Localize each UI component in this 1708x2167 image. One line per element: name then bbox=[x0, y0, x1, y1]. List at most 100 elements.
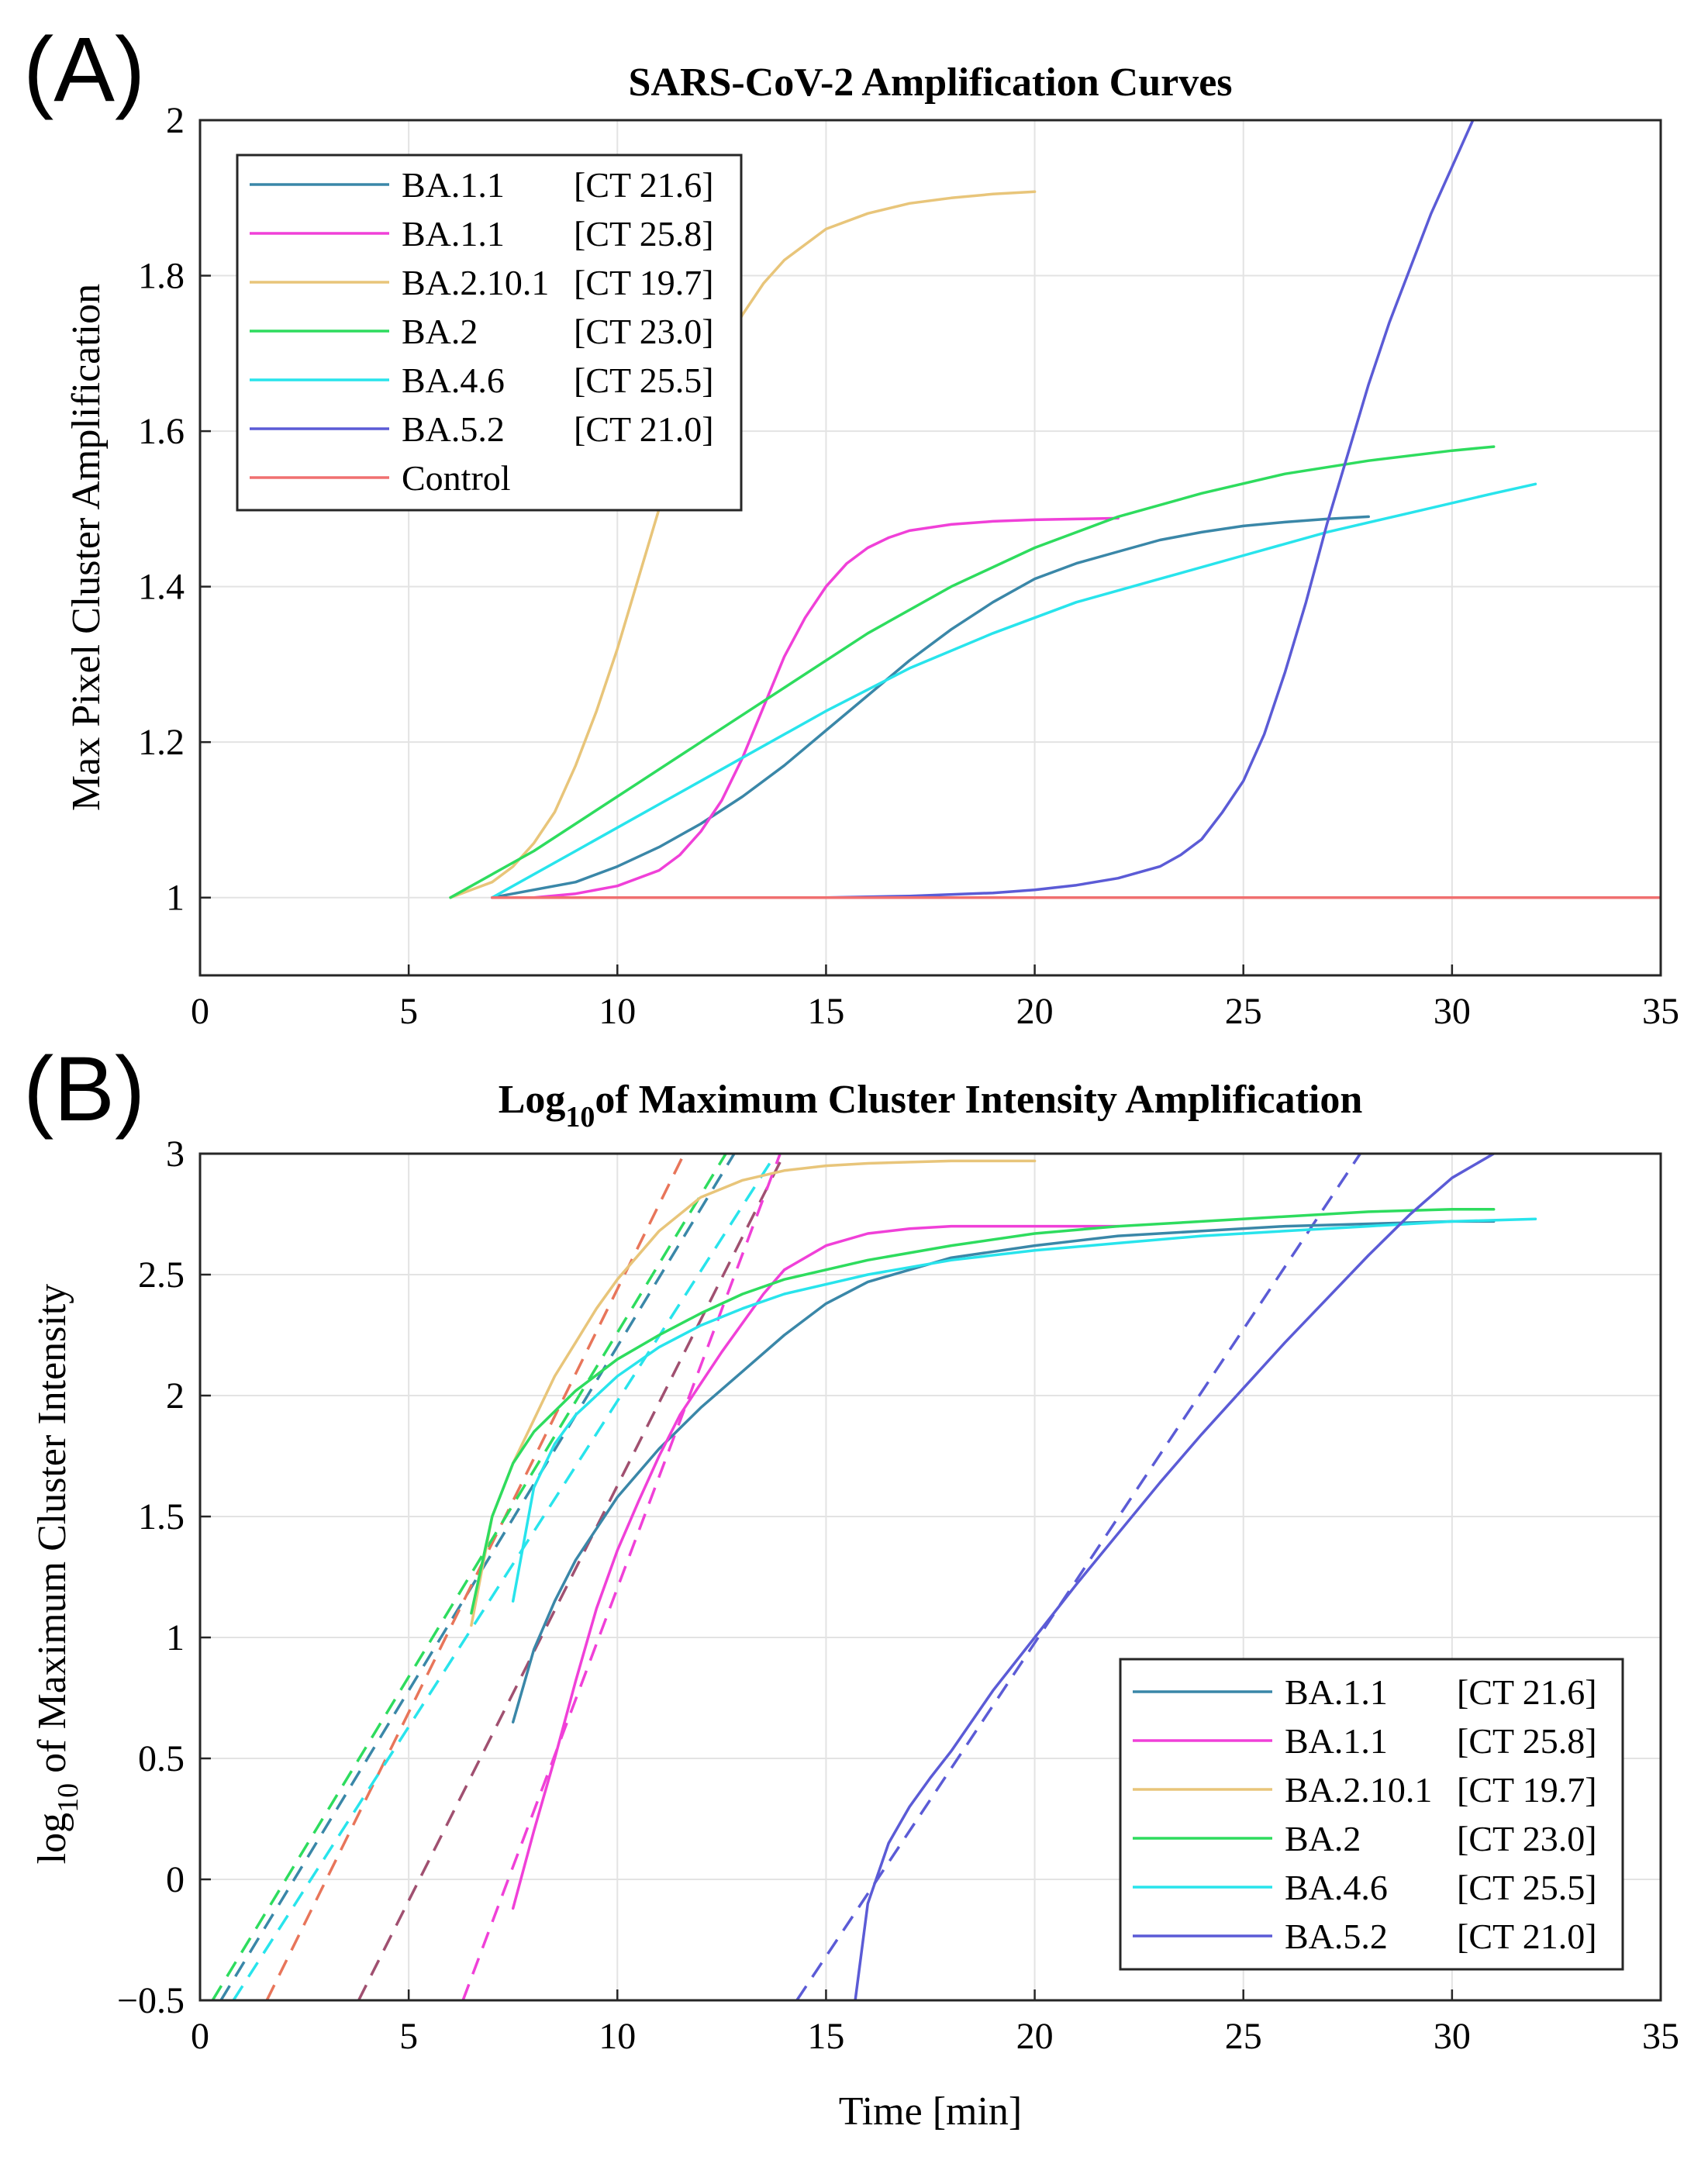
fit-line bbox=[461, 1154, 782, 2000]
series-line bbox=[511, 1220, 1496, 1724]
y-tick-label: 2 bbox=[166, 1375, 185, 1416]
panel-b-title-text: of Maximum Cluster Intensity Amplificati… bbox=[595, 1078, 1362, 1122]
panel-b-y-label-subscript: 10 bbox=[52, 1783, 85, 1813]
x-tick-label: 30 bbox=[1434, 2016, 1471, 2057]
panel-a-series bbox=[449, 120, 1661, 899]
x-tick-label: 5 bbox=[399, 991, 418, 1032]
series-line bbox=[491, 482, 1537, 899]
series-line bbox=[854, 1154, 1496, 2000]
legend-ct-value: [CT 23.0] bbox=[1457, 1819, 1597, 1858]
x-tick-label: 0 bbox=[191, 991, 209, 1032]
panel-b-legend: BA.1.1 [CT 21.6] BA.1.1 [CT 25.8] BA.2.10.1 [… bbox=[1119, 1658, 1624, 1971]
panel-b-y-axis-label: log10 of Maximum Cluster Intensity bbox=[30, 1284, 85, 1865]
legend-series-name: BA.2.10.1 bbox=[1285, 1770, 1432, 1810]
legend-ct-value: [CT 25.5] bbox=[574, 361, 714, 400]
panel-b-label: (B) bbox=[23, 1038, 145, 1140]
y-tick-label: 1 bbox=[166, 878, 185, 919]
legend-series-name: BA.4.6 bbox=[1285, 1868, 1388, 1907]
series-line bbox=[491, 516, 1120, 899]
fit-line bbox=[357, 1154, 786, 2000]
y-tick-label: 1.6 bbox=[138, 411, 185, 452]
panel-a-y-axis-label: Max Pixel Cluster Amplification bbox=[64, 284, 109, 811]
series-line bbox=[491, 515, 1370, 899]
series-line bbox=[470, 1159, 1037, 1627]
y-tick-label: 0.5 bbox=[138, 1738, 185, 1779]
panel-a-label: (A) bbox=[23, 19, 145, 121]
panel-b-x-axis-label: Time [min] bbox=[839, 2089, 1022, 2134]
fit-line bbox=[795, 1154, 1361, 2000]
y-tick-label: 0 bbox=[166, 1859, 185, 1900]
y-tick-label: 2 bbox=[166, 100, 185, 141]
panel-a-ticks: 0 5 10 15 20 25 30 35 1 1.2 1.4 1.6 1.8 2 bbox=[138, 100, 1679, 1032]
x-tick-label: 10 bbox=[599, 2016, 636, 2057]
legend-ct-value: [CT 21.0] bbox=[1457, 1917, 1597, 1956]
y-tick-label: 1.2 bbox=[138, 722, 185, 763]
x-tick-label: 15 bbox=[807, 991, 844, 1032]
y-tick-label: 1 bbox=[166, 1617, 185, 1658]
x-tick-label: 5 bbox=[399, 2016, 418, 2057]
series-line bbox=[470, 1208, 1496, 1615]
legend-series-name: BA.2.10.1 bbox=[402, 263, 549, 302]
fit-line bbox=[211, 1154, 727, 2000]
legend-series-name: BA.4.6 bbox=[402, 361, 505, 400]
y-tick-label: 1.8 bbox=[138, 256, 185, 297]
series-line bbox=[449, 445, 1496, 899]
x-tick-label: 20 bbox=[1016, 2016, 1054, 2057]
panel-a-title: SARS-CoV-2 Amplification Curves bbox=[628, 60, 1232, 105]
legend-ct-value: [CT 19.7] bbox=[1457, 1770, 1597, 1810]
panel-b: (B) Log10of Maximum Cluster Intensity Am… bbox=[23, 1038, 1679, 2134]
legend-series-name: BA.1.1 bbox=[402, 214, 505, 254]
legend-series-name: Control bbox=[402, 458, 511, 498]
legend-ct-value: [CT 23.0] bbox=[574, 312, 714, 351]
y-tick-label: 1.5 bbox=[138, 1496, 185, 1537]
panel-b-ticks: 0 5 10 15 20 25 30 35−0.500.511.522.53 bbox=[117, 1134, 1679, 2057]
legend-ct-value: [CT 21.6] bbox=[1457, 1672, 1597, 1712]
panel-b-axes-box bbox=[198, 1152, 1662, 2002]
x-tick-label: 15 bbox=[807, 2016, 844, 2057]
panel-b-title-subscript: 10 bbox=[565, 1101, 595, 1134]
panel-b-series bbox=[470, 1154, 1537, 2000]
legend-series-name: BA.1.1 bbox=[1285, 1721, 1388, 1761]
x-tick-label: 30 bbox=[1434, 991, 1471, 1032]
y-tick-label: 1.4 bbox=[138, 567, 185, 608]
x-tick-label: 10 bbox=[599, 991, 636, 1032]
legend-series-name: BA.5.2 bbox=[1285, 1917, 1388, 1956]
x-tick-label: 35 bbox=[1642, 2016, 1679, 2057]
legend-series-name: BA.1.1 bbox=[402, 165, 505, 205]
panel-a-legend: BA.1.1 [CT 21.6] BA.1.1 [CT 25.8] BA.2.10.1 [… bbox=[236, 154, 743, 512]
legend-series-name: BA.1.1 bbox=[1285, 1672, 1388, 1712]
panel-b-title: Log10of Maximum Cluster Intensity Amplif… bbox=[499, 1078, 1363, 1134]
legend-series-name: BA.2 bbox=[1285, 1819, 1361, 1858]
legend-ct-value: [CT 19.7] bbox=[574, 263, 714, 302]
x-tick-label: 25 bbox=[1225, 991, 1262, 1032]
y-tick-label: 3 bbox=[166, 1134, 185, 1175]
panel-b-title-prefix: Log bbox=[499, 1078, 566, 1122]
legend-ct-value: [CT 21.0] bbox=[574, 409, 714, 449]
x-tick-label: 25 bbox=[1225, 2016, 1262, 2057]
series-line bbox=[824, 120, 1475, 899]
legend-ct-value: [CT 25.5] bbox=[1457, 1868, 1597, 1907]
y-tick-label: −0.5 bbox=[117, 1980, 185, 2021]
panel-b-fit-lines bbox=[211, 1154, 1361, 2000]
legend-ct-value: [CT 21.6] bbox=[574, 165, 714, 205]
fit-line bbox=[219, 1154, 736, 2000]
panel-a-axes-box bbox=[198, 119, 1662, 977]
series-line bbox=[511, 1217, 1537, 1603]
series-line bbox=[511, 1224, 1120, 1910]
legend-series-name: BA.5.2 bbox=[402, 409, 505, 449]
x-tick-label: 0 bbox=[191, 2016, 209, 2057]
legend-ct-value: [CT 25.8] bbox=[1457, 1721, 1597, 1761]
legend-ct-value: [CT 25.8] bbox=[574, 214, 714, 254]
panel-b-y-label-text: of Maximum Cluster Intensity bbox=[30, 1284, 74, 1783]
panel-b-y-label-prefix: log bbox=[30, 1813, 74, 1864]
legend-series-name: BA.2 bbox=[402, 312, 478, 351]
x-tick-label: 20 bbox=[1016, 991, 1054, 1032]
fit-line bbox=[232, 1154, 778, 2000]
x-tick-label: 35 bbox=[1642, 991, 1679, 1032]
y-tick-label: 2.5 bbox=[138, 1254, 185, 1296]
panel-b-legend-box bbox=[1119, 1658, 1624, 1971]
panel-a-legend-box bbox=[236, 154, 743, 512]
panel-a: (A) SARS-CoV-2 Amplification Curves 0 5 10… bbox=[23, 19, 1679, 1032]
fit-line bbox=[265, 1154, 685, 2000]
